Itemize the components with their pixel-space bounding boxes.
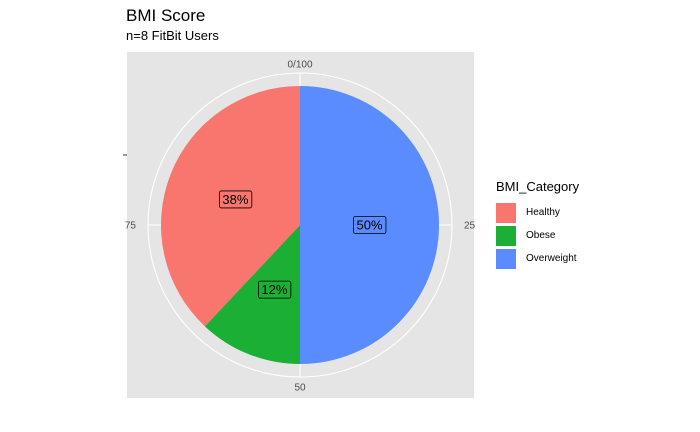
slice-layer [161,86,439,364]
legend-label-overweight: Overweight [526,253,577,264]
chart-subtitle: n=8 FitBit Users [126,28,219,43]
legend-key-obese [496,225,516,246]
data-label-healthy: 38% [218,190,253,209]
data-label-box-overweight [353,216,387,234]
pie-slice-obese [204,225,300,364]
legend-item-healthy: Healthy [496,201,579,224]
pie-slice-healthy [161,86,300,327]
theta-tick-label: 25 [464,221,476,232]
legend-title: BMI_Category [496,179,580,194]
legend-label-healthy: Healthy [526,207,560,218]
theta-tick-label: 50 [294,383,306,394]
legend-label-obese: Obese [526,230,556,241]
data-label-text-healthy: 38% [222,192,248,207]
legend: BMI_Category Healthy Obese Overweight [496,179,579,270]
chart-title: BMI Score [126,6,206,25]
data-label-obese: 12% [257,280,292,299]
theta-tick-label: 0/100 [287,60,312,71]
tick-layer: 0/100 25 50 75 [125,60,476,394]
legend-item-overweight: Overweight [496,247,579,270]
legend-key-healthy [496,202,516,223]
data-label-box-obese [257,280,292,299]
data-label-text-overweight: 50% [356,218,382,233]
data-label-box-healthy [218,190,253,209]
legend-key-overweight [496,248,516,269]
theta-tick-label: 75 [125,221,137,232]
pie-slice-overweight [300,86,439,364]
legend-item-obese: Obese [496,224,579,247]
label-layer: 50% 12% 38% [218,190,387,299]
data-label-overweight: 50% [353,216,387,234]
data-label-text-obese: 12% [261,282,287,297]
